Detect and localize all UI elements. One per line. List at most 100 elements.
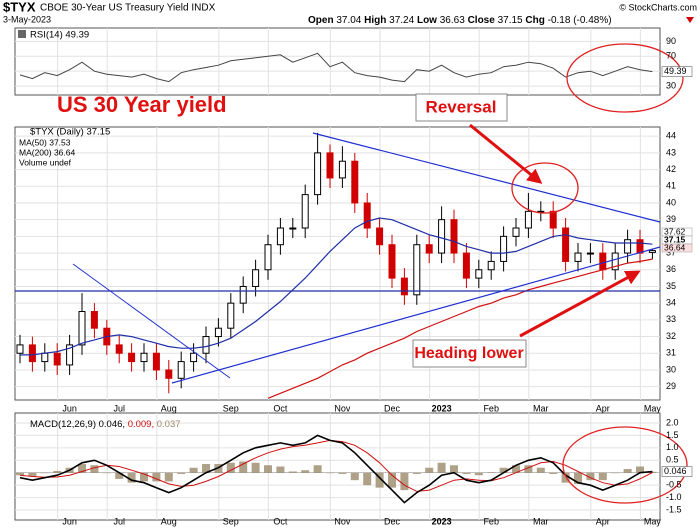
y-tick-label: 42: [666, 164, 676, 174]
histogram-bar: [164, 472, 173, 482]
candle-body: [624, 239, 632, 254]
candle-body: [165, 369, 173, 379]
highlight: [511, 162, 579, 214]
histogram-bar: [115, 472, 124, 479]
price-label: 37.15: [664, 234, 686, 244]
candle-body: [227, 302, 235, 329]
candle-body: [28, 344, 36, 363]
rsi-line: [19, 52, 653, 83]
x-tick-label: Jun: [62, 403, 77, 413]
candle-body: [425, 244, 433, 254]
histogram-bar: [16, 472, 24, 476]
histogram-bar: [499, 467, 508, 473]
x-tick-label: Feb: [483, 516, 499, 526]
candle-body: [562, 227, 570, 262]
quote: Open 37.04 High 37.24 Low 36.63 Close 37…: [308, 15, 612, 26]
value-label-box: [661, 66, 693, 77]
trend-line: [171, 246, 661, 384]
histogram-bar: [177, 472, 186, 474]
candle-body: [500, 235, 508, 262]
value-label: 49.39: [664, 66, 687, 76]
histogram-bar: [375, 472, 384, 488]
histogram-bar: [350, 472, 359, 481]
candle-body: [400, 277, 408, 296]
macd-line: [19, 434, 653, 504]
y-tick-label: 30: [666, 364, 676, 374]
candle-body: [190, 352, 198, 363]
price-label: 37.62: [664, 226, 686, 236]
candle-body: [648, 250, 656, 253]
histogram-bar: [90, 465, 99, 473]
candle-body: [128, 352, 136, 363]
histogram-bar: [400, 472, 409, 491]
candle-body: [115, 344, 123, 354]
y-tick-label: 70: [666, 51, 676, 61]
x-tick-label: Oct: [273, 403, 288, 413]
candle-body: [78, 311, 86, 346]
candle-body: [376, 227, 384, 246]
candle-body: [636, 239, 644, 254]
x-tick-label: Jun: [62, 516, 77, 526]
histogram-bar: [561, 472, 570, 483]
highlight: [566, 43, 684, 113]
x-tick-label: Nov: [334, 403, 351, 413]
signal-legend: 0.009,: [128, 419, 154, 430]
histogram-bar: [536, 467, 545, 473]
x-tick-label: Sep: [223, 516, 239, 526]
histogram-bar: [53, 470, 62, 473]
candle-body: [177, 361, 185, 379]
histogram-bar: [474, 472, 483, 476]
legend-swatch: [18, 30, 26, 38]
price-label: 36.64: [664, 242, 686, 252]
histogram-bar: [425, 467, 434, 473]
histogram-bar: [78, 464, 86, 473]
candle-body: [314, 152, 322, 196]
candle-body: [438, 219, 446, 254]
histogram-bar: [437, 462, 446, 473]
candle-body: [586, 252, 594, 255]
histogram-bar: [28, 472, 37, 477]
candle-body: [252, 269, 260, 287]
y-tick-label: 39: [666, 214, 676, 224]
legend-entry: Volume undef: [19, 157, 72, 167]
y-tick-label: 35: [666, 281, 676, 291]
y-tick-label: 40: [666, 197, 676, 207]
y-tick-label: 44: [666, 131, 676, 141]
x-tick-label: May: [644, 516, 662, 526]
histogram-bar: [450, 465, 458, 473]
annotation: Reversal: [426, 97, 497, 116]
candle-body: [351, 160, 359, 204]
x-tick-label: Feb: [483, 403, 499, 413]
trend-line: [312, 132, 661, 223]
candle-body: [611, 252, 619, 271]
candle-body: [599, 252, 607, 271]
x-tick-label: Oct: [273, 516, 288, 526]
chart-title: CBOE 30-Year US Treasury Yield INDX: [40, 3, 216, 14]
x-tick-label: Mar: [533, 403, 549, 413]
histogram-bar: [264, 465, 272, 473]
highlight: [562, 426, 688, 504]
quote-label: High: [364, 15, 386, 26]
candle-body: [574, 252, 582, 262]
histogram-bar: [326, 472, 334, 474]
histogram-legend: 0.037: [157, 419, 181, 430]
source: © StockCharts.com: [619, 2, 697, 12]
candle-body: [363, 202, 371, 229]
annotation: US 30 Year yield: [57, 92, 227, 117]
quote-value: 37.15: [498, 15, 523, 26]
histogram-bar: [140, 472, 148, 482]
histogram-bar: [276, 466, 285, 473]
histogram-bar: [189, 467, 198, 473]
macd-panel: [14, 412, 661, 521]
histogram-bar: [313, 465, 322, 473]
histogram-bar: [288, 471, 297, 473]
quote-label: Open: [308, 15, 334, 26]
moving-average: [267, 258, 653, 399]
histogram-bar: [239, 461, 248, 473]
x-tick-label: Dec: [384, 403, 401, 413]
trend-line: [72, 263, 231, 379]
histogram-bar: [251, 462, 260, 473]
value-label-box: [661, 466, 693, 477]
histogram-bar: [102, 472, 111, 474]
histogram-bar: [524, 465, 533, 473]
